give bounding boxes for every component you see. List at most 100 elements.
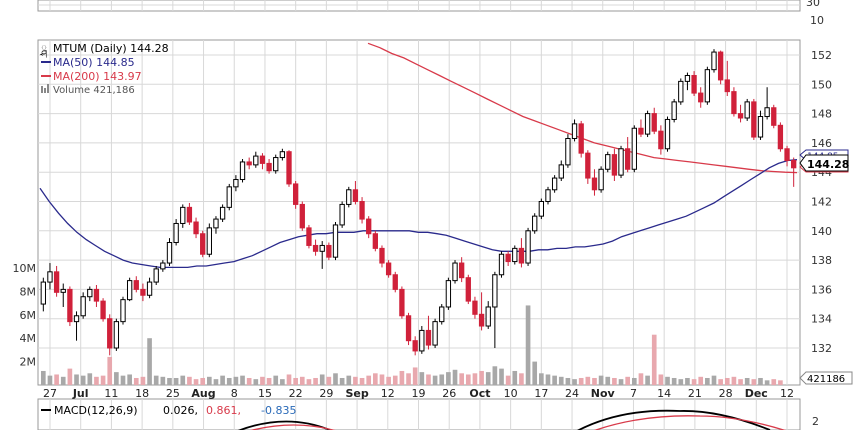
volume-bar (426, 374, 431, 385)
candle-body (545, 189, 551, 202)
date-label: 7 (630, 387, 637, 400)
volume-bar (651, 334, 657, 385)
volume-bar (87, 373, 93, 385)
volume-bar (246, 377, 252, 385)
volume-bar (744, 377, 750, 385)
candle-body (698, 92, 704, 103)
volume-tick-label: 10M (13, 262, 37, 275)
candle-body (399, 288, 405, 317)
volume-bar (585, 376, 591, 385)
volume-bar (625, 376, 630, 385)
date-label: 27 (43, 387, 57, 400)
candle (372, 230, 378, 252)
candle-body (266, 162, 272, 172)
candle-body (478, 313, 485, 327)
date-label: Oct (469, 387, 490, 400)
volume-bar (724, 377, 730, 385)
candle-body (485, 306, 491, 327)
volume-bar (545, 374, 551, 385)
volume-bar (492, 366, 498, 385)
volume-bar (200, 377, 206, 385)
candle (140, 283, 146, 302)
candle (452, 260, 458, 284)
candle (644, 110, 651, 138)
volume-bar (685, 377, 690, 385)
volume-bar (260, 376, 265, 385)
legend-macd-prefix: MACD(12,26,9) (54, 404, 138, 417)
volume-bar (54, 374, 59, 385)
candle-body (658, 130, 664, 150)
candle-body (439, 306, 445, 323)
volume-axis: 10M 8M 6M 4M 2M (13, 262, 37, 369)
candle (173, 219, 179, 246)
price-tick-label: 148 (811, 108, 832, 121)
candle-body (558, 164, 564, 179)
candle (492, 271, 498, 348)
date-label: 12 (381, 387, 395, 400)
candle-body (299, 203, 305, 229)
volume-bar (778, 380, 783, 385)
price-legend: ྴ MTUM (Daily) 144.28 MA(50) 144.85 MA(2… (39, 42, 168, 96)
candle (585, 150, 591, 184)
candle (399, 286, 405, 319)
date-label: 15 (258, 387, 272, 400)
volume-bar (751, 379, 757, 385)
candle (53, 265, 60, 297)
volume-bar (612, 377, 617, 385)
candle-body (213, 218, 219, 229)
candle (80, 292, 86, 319)
volume-bar (220, 375, 225, 385)
candle-body (379, 247, 385, 264)
legend-ma50: MA(50) 144.85 (53, 56, 135, 69)
candle-body (784, 148, 790, 161)
legend-symbol: MTUM (Daily) 144.28 (53, 42, 169, 55)
candle (704, 66, 711, 105)
date-label: 18 (135, 387, 149, 400)
candle-body (611, 154, 618, 176)
volume-bar (353, 376, 358, 385)
candle-body (120, 299, 126, 323)
candle-body (498, 253, 505, 276)
volume-bar (213, 379, 219, 385)
candle-body (419, 329, 425, 352)
date-label: 14 (657, 387, 671, 400)
volume-bar (459, 373, 464, 385)
candle (605, 151, 611, 173)
volume-bar (731, 376, 737, 385)
candle-body (618, 148, 624, 176)
volume-bar (160, 376, 166, 385)
candle-body (239, 161, 246, 181)
date-label: 8 (231, 387, 238, 400)
candle (485, 301, 491, 329)
candle (472, 296, 478, 319)
volume-tag-label: 421186 (807, 374, 845, 385)
candle (186, 202, 193, 225)
candle-body (246, 161, 252, 166)
volume-bar (558, 376, 564, 385)
volume-bar (167, 377, 172, 385)
candle (346, 186, 352, 208)
candle-body (578, 123, 584, 154)
legend-symbol-icon: ྴ (39, 42, 47, 59)
candle-body (538, 201, 545, 217)
volume-bar (346, 375, 352, 385)
candle-body (253, 155, 259, 166)
volume-bar (67, 368, 73, 385)
volume-bar (771, 379, 777, 385)
candle-body (166, 242, 173, 264)
volume-bar (465, 374, 471, 385)
candle (545, 186, 551, 205)
candle (60, 283, 66, 307)
candle-body (591, 177, 598, 191)
volume-bar (392, 375, 398, 385)
candle-body (100, 300, 106, 320)
candle (512, 245, 518, 265)
candle (385, 260, 392, 278)
candle (578, 120, 584, 158)
volume-tick-label: 8M (20, 285, 37, 298)
candle (664, 116, 671, 152)
volume-bar (366, 375, 372, 385)
price-tick-label: 146 (811, 137, 832, 150)
volume-bar (319, 374, 325, 385)
candle (764, 87, 770, 120)
